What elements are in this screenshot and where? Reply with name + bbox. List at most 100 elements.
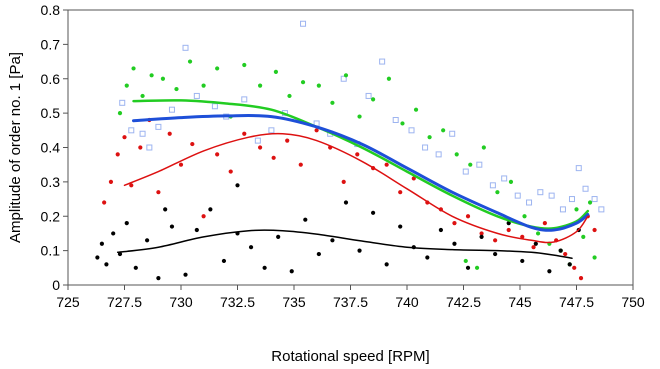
data-point-series-3 [190, 141, 195, 147]
data-point-series-1 [575, 165, 582, 172]
data-point-series-3 [129, 183, 134, 188]
data-point-series-2 [371, 97, 376, 102]
data-point-series-2 [535, 231, 541, 236]
data-point-series-2 [468, 162, 473, 167]
data-point-series-3 [167, 131, 172, 136]
data-point-series-3 [592, 227, 597, 233]
data-point-series-1 [537, 189, 544, 196]
data-point-series-1 [582, 185, 589, 192]
y-tick-label: 0.3 [41, 174, 61, 190]
data-point-series-3 [285, 138, 290, 143]
data-point-series-4 [520, 258, 525, 264]
data-point-series-3 [108, 179, 114, 184]
y-tick-label: 0.5 [41, 105, 61, 121]
data-point-series-3 [479, 231, 484, 236]
data-point-series-2 [273, 69, 279, 74]
data-point-series-1 [501, 175, 508, 182]
data-point-series-2 [574, 207, 579, 212]
data-point-series-1 [128, 127, 135, 134]
y-tick-label: 0.8 [41, 2, 61, 18]
data-point-series-3 [298, 162, 303, 167]
y-tick-label: 0.7 [41, 36, 61, 52]
data-point-series-2 [287, 93, 292, 99]
data-point-series-4 [104, 262, 109, 267]
data-point-series-3 [178, 162, 184, 167]
data-point-series-4 [169, 224, 175, 229]
data-point-series-3 [542, 221, 547, 226]
data-point-series-3 [122, 135, 127, 140]
x-tick-label: 730 [169, 294, 193, 310]
data-point-series-1 [193, 92, 200, 99]
data-point-series-3 [138, 145, 143, 150]
data-point-series-3 [215, 152, 220, 157]
data-point-series-4 [425, 255, 430, 260]
data-point-series-2 [149, 73, 154, 78]
data-point-series-3 [355, 152, 360, 157]
data-point-series-4 [479, 234, 484, 239]
data-point-series-2 [427, 135, 432, 140]
data-point-series-4 [371, 210, 376, 215]
x-tick-label: 745 [508, 294, 532, 310]
trend-line-1 [132, 99, 590, 230]
data-point-series-4 [493, 251, 498, 257]
data-point-series-3 [465, 214, 471, 219]
data-point-series-4 [156, 276, 161, 281]
data-point-series-1 [268, 127, 275, 134]
data-point-series-2 [343, 73, 349, 78]
data-point-series-4 [163, 207, 168, 212]
data-point-series-3 [493, 238, 498, 243]
data-point-series-4 [117, 251, 123, 257]
data-point-series-2 [140, 93, 145, 99]
data-point-series-2 [131, 66, 136, 71]
data-point-series-3 [115, 152, 120, 157]
data-point-series-1 [548, 192, 555, 199]
data-point-series-4 [384, 262, 389, 267]
data-point-series-4 [145, 238, 150, 243]
x-tick-label: 740 [395, 294, 419, 310]
data-point-series-1 [392, 117, 399, 123]
data-point-series-3 [201, 214, 206, 219]
data-point-series-2 [117, 111, 123, 116]
data-point-series-1 [155, 123, 162, 130]
data-point-series-3 [578, 276, 584, 281]
data-point-series-1 [146, 144, 153, 151]
x-axis-title: Rotational speed [RPM] [271, 348, 429, 365]
data-point-series-4 [235, 183, 240, 188]
data-point-series-4 [289, 269, 294, 274]
data-point-series-4 [95, 255, 100, 260]
data-point-series-2 [413, 107, 419, 112]
data-point-series-4 [357, 248, 362, 253]
data-point-series-4 [276, 234, 281, 239]
data-point-series-2 [357, 114, 362, 119]
x-tick-label: 727.5 [107, 294, 142, 310]
x-tick-label: 735 [282, 294, 306, 310]
data-point-series-3 [531, 245, 536, 250]
data-point-series-3 [102, 200, 107, 205]
data-point-series-3 [314, 128, 319, 133]
data-point-series-2 [201, 83, 206, 88]
data-point-series-3 [411, 176, 416, 181]
data-point-series-2 [300, 80, 306, 85]
data-point-series-1 [568, 196, 575, 203]
data-point-series-2 [508, 179, 514, 184]
data-point-series-1 [139, 130, 146, 137]
y-axis-title: Amplitude of order no. 1 [Pa] [7, 52, 24, 243]
y-tick-label: 0.2 [41, 208, 61, 224]
x-tick-label: 725 [56, 294, 80, 310]
data-point-series-4 [99, 241, 104, 246]
data-point-series-4 [133, 265, 138, 270]
x-tick-label: 732.5 [220, 294, 255, 310]
data-point-series-2 [441, 128, 446, 133]
data-point-series-1 [168, 106, 175, 113]
y-tick-label: 0 [52, 277, 60, 293]
data-point-series-1 [435, 151, 442, 158]
data-point-series-4 [506, 221, 511, 226]
data-point-series-4 [183, 272, 188, 277]
data-point-series-1 [489, 182, 496, 189]
y-axis-ticks: 0 0.1 0.2 0.3 0.4 0.5 0.6 0.7 0.8 [41, 2, 68, 293]
data-point-series-2 [454, 152, 459, 157]
data-point-series-1 [211, 103, 218, 110]
data-point-series-2 [160, 76, 166, 81]
data-point-series-3 [572, 265, 577, 270]
